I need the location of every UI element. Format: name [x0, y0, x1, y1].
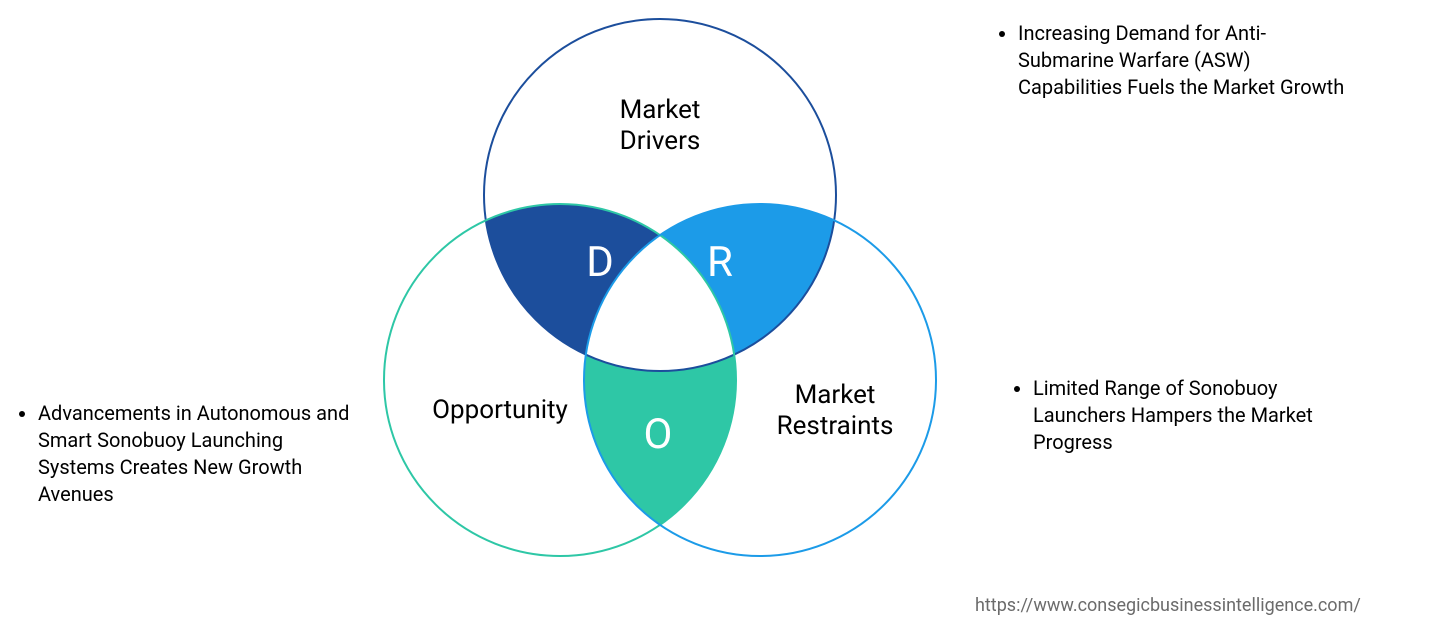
label-market-drivers-line2: Drivers: [620, 126, 701, 156]
label-market-restraints-line1: Market: [795, 380, 876, 410]
overlap-letter-o: O: [638, 410, 678, 459]
label-market-restraints: Market Restraints: [750, 380, 920, 442]
overlap-letter-d: D: [580, 238, 620, 287]
label-opportunity: Opportunity: [400, 395, 600, 426]
bullet-drivers-text: Increasing Demand for Anti-Submarine War…: [1018, 20, 1350, 101]
label-market-drivers: Market Drivers: [600, 95, 720, 157]
source-url: https://www.consegicbusinessintelligence…: [975, 595, 1361, 616]
bullet-restraints-text: Limited Range of Sonobuoy Launchers Hamp…: [1033, 375, 1335, 456]
bullet-opportunity-text: Advancements in Autonomous and Smart Son…: [38, 400, 360, 508]
bullet-opportunity: Advancements in Autonomous and Smart Son…: [20, 400, 360, 508]
bullet-drivers: Increasing Demand for Anti-Submarine War…: [1000, 20, 1350, 101]
label-market-drivers-line1: Market: [620, 95, 701, 125]
overlap-letter-r: R: [700, 238, 740, 287]
label-market-restraints-line2: Restraints: [777, 411, 894, 441]
bullet-restraints: Limited Range of Sonobuoy Launchers Hamp…: [1015, 375, 1335, 456]
diagram-stage: Market Drivers Opportunity Market Restra…: [0, 0, 1453, 643]
